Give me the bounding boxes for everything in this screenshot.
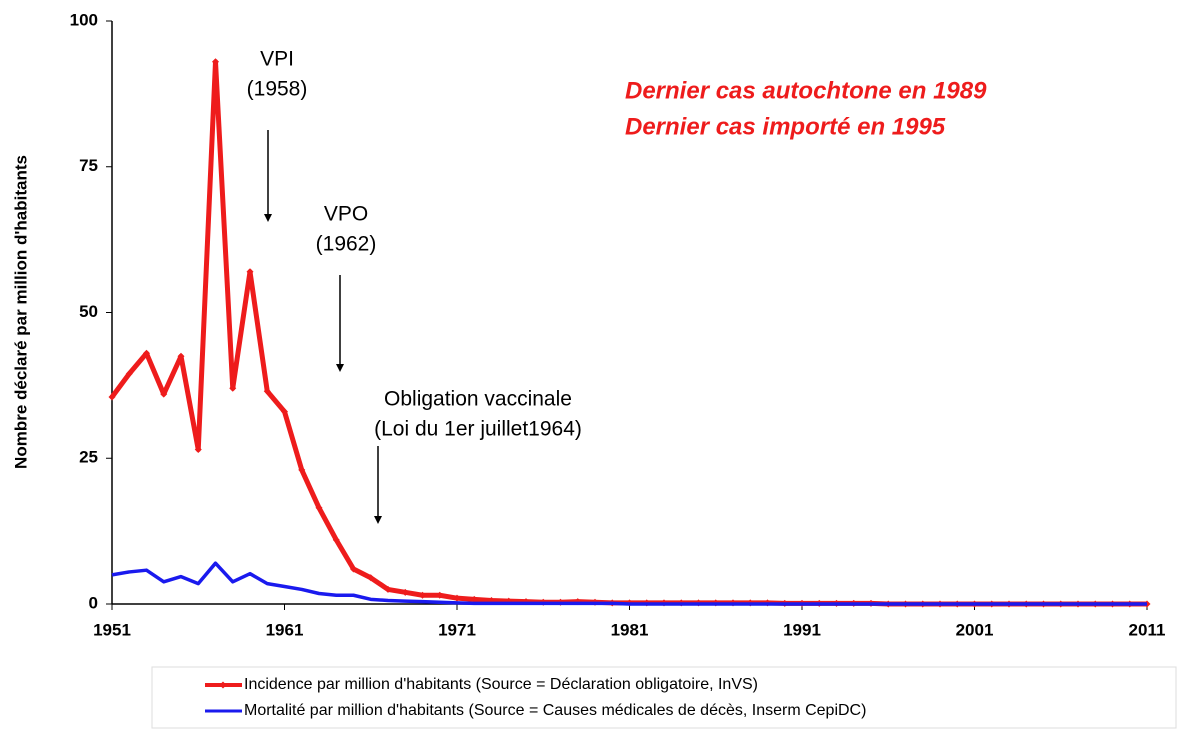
x-tick-label: 2011	[1129, 620, 1166, 639]
annotation: VPI	[260, 48, 294, 71]
point	[367, 574, 375, 582]
arrow-head	[374, 516, 382, 524]
annotation: VPO	[324, 203, 368, 226]
point	[229, 384, 237, 392]
point	[436, 591, 444, 599]
point	[194, 446, 202, 454]
point	[281, 408, 288, 416]
point	[350, 565, 357, 573]
point	[401, 588, 409, 596]
arrow-head	[264, 214, 272, 222]
point	[384, 585, 392, 593]
highlight-note: Dernier cas autochtone en 1989	[625, 77, 987, 104]
legend-box	[151, 666, 1177, 729]
y-tick-label: 0	[89, 593, 98, 612]
point	[177, 352, 185, 360]
y-tick-label: 75	[79, 156, 98, 175]
point	[143, 349, 150, 357]
point	[332, 536, 340, 544]
annotation: (1962)	[316, 233, 377, 256]
x-tick-label: 1971	[438, 620, 476, 639]
annotation: (Loi du 1er juillet1964)	[374, 418, 582, 441]
highlight-note: Dernier cas importé en 1995	[625, 113, 946, 140]
point	[470, 595, 478, 603]
x-tick-label: 1991	[783, 620, 821, 639]
point	[298, 466, 306, 474]
x-tick-label: 1981	[611, 620, 649, 639]
point	[246, 268, 254, 276]
point	[263, 387, 271, 395]
point	[419, 591, 426, 599]
y-tick-label: 50	[79, 302, 98, 321]
point	[315, 504, 323, 512]
legend-label: Mortalité par million d'habitants (Sourc…	[244, 702, 866, 719]
x-tick-label: 2001	[956, 620, 994, 639]
y-tick-label: 25	[79, 448, 98, 467]
annotation: (1958)	[247, 78, 308, 101]
arrow-head	[336, 364, 344, 372]
legend-marker	[219, 681, 227, 689]
annotation: Obligation vaccinale	[384, 388, 572, 411]
point	[125, 370, 133, 378]
point	[212, 58, 219, 66]
y-axis-label: Nombre déclaré par million d'habitants	[11, 155, 30, 469]
x-tick-label: 1951	[93, 620, 131, 639]
x-tick-label: 1961	[266, 620, 304, 639]
series-line	[111, 561, 1147, 606]
y-tick-label: 100	[70, 10, 98, 29]
legend-label: Incidence par million d'habitants (Sourc…	[244, 676, 758, 693]
point	[160, 390, 168, 398]
point	[108, 393, 116, 401]
point	[453, 594, 461, 602]
